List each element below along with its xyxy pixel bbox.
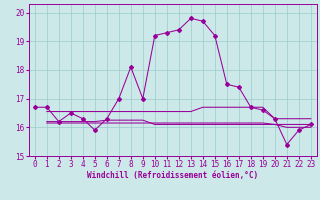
X-axis label: Windchill (Refroidissement éolien,°C): Windchill (Refroidissement éolien,°C): [87, 171, 258, 180]
